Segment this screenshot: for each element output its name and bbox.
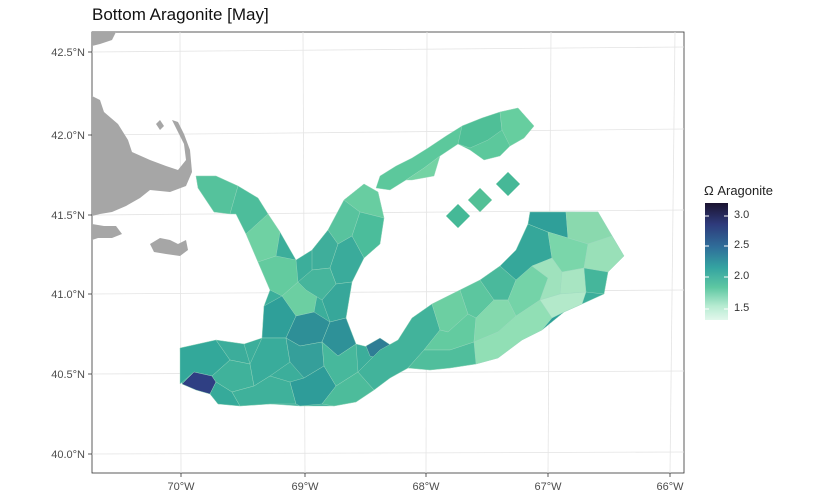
x-axis: 70°W 69°W 68°W 67°W 66°W [167, 473, 684, 493]
y-tick-label: 41.5°N [51, 210, 85, 222]
y-tick-label: 42.5°N [51, 47, 85, 59]
x-tick-label: 68°W [412, 481, 440, 493]
legend-colorbar [705, 203, 728, 320]
y-tick-label: 40.0°N [51, 449, 85, 461]
legend-title: Ω Aragonite [704, 183, 773, 198]
x-tick-label: 70°W [167, 481, 195, 493]
land-cape-cod [92, 32, 192, 256]
legend-label: 1.5 [734, 302, 750, 314]
legend-label: 2.5 [734, 239, 750, 251]
legend-ticks [705, 215, 728, 310]
aragonite-polygons [179, 107, 625, 407]
y-tick-label: 42.0°N [51, 130, 85, 142]
x-tick-label: 66°W [656, 481, 684, 493]
map-title: Bottom Aragonite [May] [92, 5, 269, 24]
x-tick-label: 67°W [534, 481, 562, 493]
x-tick-label: 69°W [291, 481, 319, 493]
legend-label: 2.0 [734, 270, 750, 282]
y-tick-label: 41.0°N [51, 289, 85, 301]
y-axis: 42.5°N 42.0°N 41.5°N 41.0°N 40.5°N 40.0°… [51, 47, 92, 461]
legend-label: 3.0 [734, 209, 750, 221]
y-tick-label: 40.5°N [51, 369, 85, 381]
